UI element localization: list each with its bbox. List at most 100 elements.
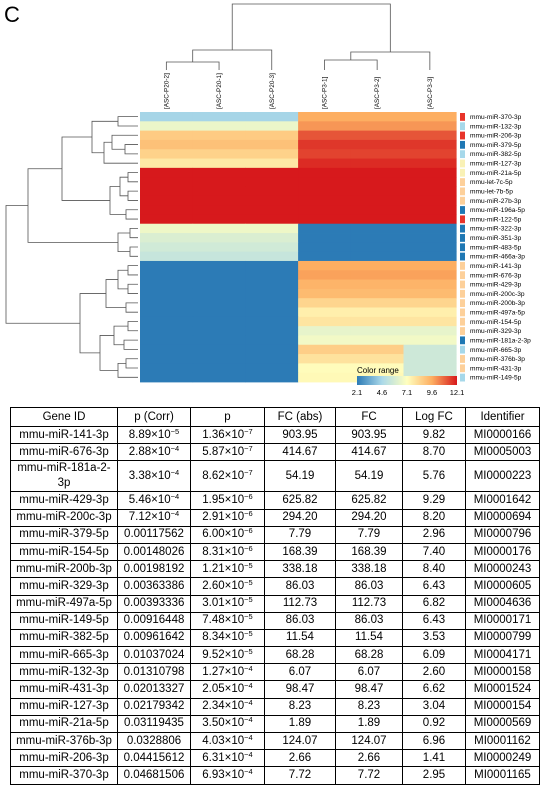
- table-cell: MI0005003: [465, 443, 540, 462]
- heatmap-cell: [140, 354, 194, 364]
- table-cell: MI0000158: [465, 663, 540, 682]
- color-range-tick: 4.6: [377, 388, 387, 397]
- column-dendrogram: [165, 3, 431, 70]
- table-cell: 124.07: [264, 731, 336, 751]
- row-label: mmu-miR-322-3p: [470, 226, 522, 233]
- table-column-header: p: [190, 407, 265, 427]
- heatmap-cell: [403, 260, 457, 271]
- heatmap-cell: [350, 233, 404, 243]
- table-cell: 8.31×10−6: [190, 542, 265, 562]
- table-cell: 0.02179342: [117, 697, 191, 716]
- heatmap-cell: [192, 223, 246, 234]
- heatmap-cell: [192, 186, 246, 197]
- dendrogram-link: [119, 176, 128, 197]
- heatmap-cell: [192, 112, 246, 122]
- table-cell: 2.96: [402, 525, 466, 544]
- color-range-ticks: 2.1 4.6 7.1 9.6 12.1: [352, 388, 465, 397]
- heatmap-cell: [403, 307, 457, 318]
- row-color-chip: [460, 187, 465, 196]
- table-column-header: FC: [335, 407, 403, 427]
- table-cell: 0.00961642: [117, 628, 191, 648]
- table-cell: 8.34×10−5: [190, 628, 265, 648]
- table-cell: 0.01037024: [117, 646, 191, 665]
- heatmap-cell: [350, 130, 404, 141]
- table-cell: 8.62×10−7: [190, 460, 265, 493]
- table-cell: MI0000569: [465, 714, 540, 734]
- heatmap-cell: [350, 223, 404, 234]
- table-cell: 54.19: [264, 460, 336, 493]
- table-row: mmu-miR-149-5p 0.00916448 7.48×10−5 86.03 86…: [10, 611, 540, 630]
- heatmap-cell: [350, 205, 404, 215]
- heatmap-cell: [298, 139, 352, 150]
- table-cell: 11.54: [335, 628, 403, 648]
- table-cell: 7.48×10−5: [190, 611, 265, 630]
- dendrogram-link: [109, 186, 126, 215]
- dendrogram-link: [125, 358, 138, 369]
- table-cell: mmu-miR-370-3p: [10, 766, 118, 785]
- table-cell: mmu-miR-154-5p: [10, 542, 118, 562]
- table-cell: 11.54: [264, 628, 336, 648]
- row-label: mmu-miR-149-5p: [470, 375, 522, 382]
- table-cell: MI0000799: [465, 628, 540, 648]
- row-color-chip: [460, 150, 465, 159]
- table-cell: 0.00363386: [117, 577, 191, 596]
- table-cell: 1.89: [335, 714, 403, 734]
- heatmap-cell: [403, 270, 457, 280]
- table-cell: 294.20: [335, 508, 403, 527]
- row-label: mmu-miR-132-3p: [470, 123, 522, 130]
- table-row: mmu-miR-154-5p 0.00148026 8.31×10−6 168.39 1…: [10, 542, 540, 562]
- dendrogram-link: [117, 269, 128, 290]
- table-cell: 5.46×10−4: [117, 491, 191, 510]
- color-range-tick: 2.1: [352, 388, 362, 397]
- dendrogram-link: [124, 144, 138, 155]
- table-cell: mmu-miR-127-3p: [10, 697, 118, 716]
- table-row: mmu-miR-181a-2-3p 3.38×10−4 8.62×10−7 54.19…: [10, 460, 540, 493]
- heatmap-cell: [403, 177, 457, 187]
- row-color-chip: [460, 122, 465, 131]
- color-range-tick: 9.6: [427, 388, 437, 397]
- heatmap-cell: [350, 260, 404, 271]
- heatmap-cell: [350, 316, 404, 327]
- table-cell: 9.52×10−5: [190, 646, 265, 665]
- heatmap-cell: [298, 186, 352, 197]
- row-label: mmu-miR-154-5p: [470, 319, 522, 326]
- heatmap-cell: [298, 233, 352, 243]
- table-cell: 1.95×10−6: [190, 491, 265, 510]
- table-cell: 414.67: [264, 443, 336, 462]
- heatmap-cell: [245, 354, 299, 364]
- row-color-chip: [460, 196, 465, 205]
- table-cell: mmu-miR-676-3p: [10, 443, 118, 462]
- heatmap-cell: [192, 214, 246, 225]
- row-color-bar: [460, 113, 465, 382]
- heatmap-cell: [192, 326, 246, 336]
- dendrogram-link: [127, 283, 138, 294]
- heatmap-cell: [350, 307, 404, 318]
- heatmap-cell: [245, 121, 299, 132]
- row-color-chip: [460, 345, 465, 354]
- heatmap-cell: [245, 177, 299, 187]
- table-cell: 2.66: [335, 749, 403, 768]
- table-cell: 1.41: [402, 749, 466, 768]
- heatmap-cell: [140, 167, 194, 178]
- table-cell: mmu-miR-376b-3p: [10, 731, 118, 751]
- heatmap-cell: [245, 130, 299, 141]
- table-cell: 6.43: [402, 577, 466, 596]
- heatmap-cell: [403, 242, 457, 253]
- heatmap-cell: [140, 270, 194, 280]
- heatmap-cell: [403, 195, 457, 206]
- row-label: mmu-miR-665-3p: [470, 347, 522, 354]
- heatmap-cell: [298, 205, 352, 215]
- heatmap-cell: [140, 158, 194, 169]
- heatmap-cell: [245, 158, 299, 169]
- dendrogram-link: [129, 246, 138, 257]
- table-cell: 6.82: [402, 594, 466, 613]
- heatmap-cell: [192, 195, 246, 206]
- heatmap-cell: [140, 335, 194, 346]
- table-cell: 625.82: [335, 491, 403, 510]
- table-cell: 2.60×10−5: [190, 577, 265, 596]
- table-cell: 168.39: [335, 542, 403, 562]
- heatmap-cell: [192, 139, 246, 150]
- table-cell: mmu-miR-431-3p: [10, 680, 118, 699]
- table-cell: MI0000243: [465, 560, 540, 579]
- heatmap-cell: [245, 205, 299, 215]
